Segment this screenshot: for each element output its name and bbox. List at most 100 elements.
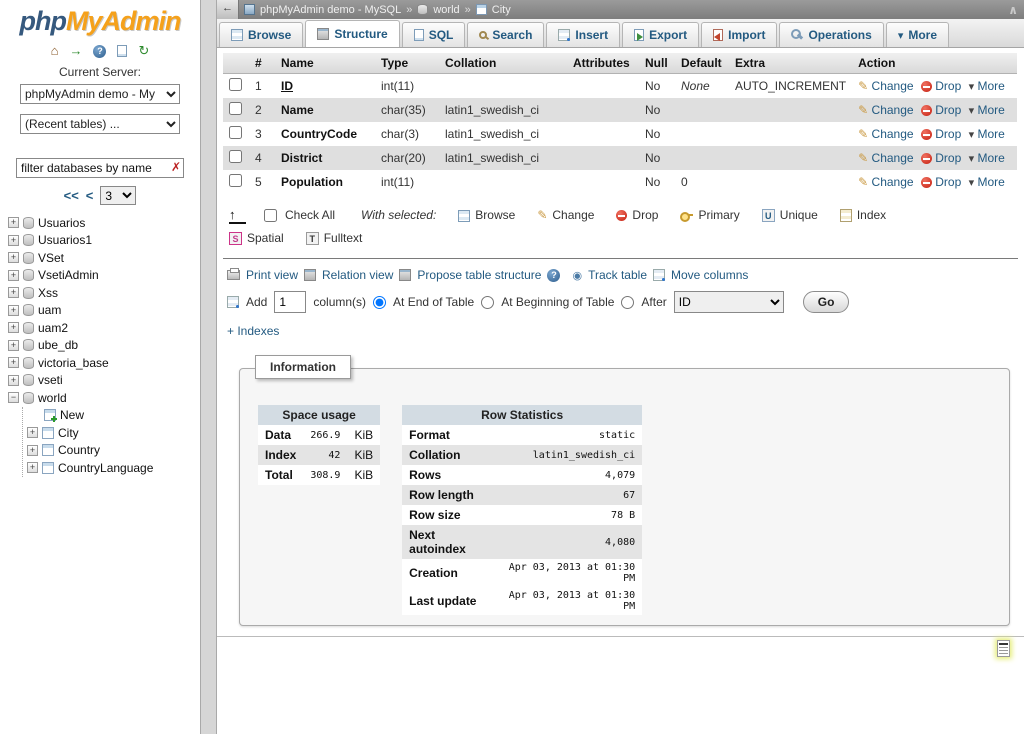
change-link[interactable]: Change [871, 79, 914, 93]
database-label[interactable]: VSet [38, 250, 65, 265]
tree-item-database[interactable]: + ube_db [8, 337, 200, 355]
server-select[interactable]: phpMyAdmin demo - My [20, 84, 180, 104]
database-label[interactable]: VsetiAdmin [38, 268, 99, 283]
row-checkbox[interactable] [229, 126, 242, 139]
go-button[interactable]: Go [802, 291, 850, 313]
help-icon[interactable]: ? [93, 44, 107, 58]
relation-view-link[interactable]: Relation view [322, 268, 394, 282]
filter-databases-input[interactable] [16, 158, 184, 178]
table-label[interactable]: CountryLanguage [58, 460, 154, 475]
with-selected-fulltext[interactable]: T Fulltext [305, 227, 362, 250]
page-number-select[interactable]: 3 [100, 186, 137, 205]
track-table-link[interactable]: Track table [588, 268, 647, 282]
tree-item-table-country[interactable]: + Country [27, 442, 200, 460]
page-back-link[interactable]: < [85, 188, 94, 203]
move-columns-link[interactable]: Move columns [671, 268, 749, 282]
tab-browse[interactable]: Browse [219, 22, 304, 47]
database-label[interactable]: ube_db [38, 338, 79, 353]
column-count-input[interactable] [274, 291, 307, 313]
breadcrumb-server[interactable]: phpMyAdmin demo - MySQL [260, 3, 402, 16]
tab-search[interactable]: Search [467, 22, 545, 47]
tree-item-database[interactable]: + Xss [8, 284, 200, 302]
table-label[interactable]: City [58, 425, 79, 440]
expand-icon[interactable]: + [8, 374, 19, 386]
with-selected-primary[interactable]: Primary [680, 204, 740, 227]
indexes-link[interactable]: + Indexes [227, 324, 280, 338]
table-label[interactable]: New [60, 408, 85, 423]
tree-item-database[interactable]: + VsetiAdmin [8, 267, 200, 285]
expand-icon[interactable]: + [27, 462, 38, 474]
tab-insert[interactable]: Insert [546, 22, 621, 47]
database-label[interactable]: vseti [38, 373, 63, 388]
tab-operations[interactable]: Operations [779, 22, 884, 47]
recent-tables-select[interactable]: (Recent tables) ... [20, 114, 180, 134]
tree-item-table-countrylanguage[interactable]: + CountryLanguage [27, 459, 200, 477]
propose-table-structure-link[interactable]: Propose table structure [417, 268, 542, 282]
home-icon[interactable]: ⌂ [50, 43, 59, 58]
panel-divider[interactable] [200, 0, 217, 734]
back-button[interactable]: ← [217, 0, 239, 19]
collapse-icon[interactable]: − [8, 392, 19, 404]
tree-item-new-table[interactable]: New [27, 407, 200, 425]
table-label[interactable]: Country [58, 443, 101, 458]
open-window-icon[interactable] [997, 640, 1010, 657]
row-checkbox[interactable] [229, 78, 242, 91]
expand-icon[interactable]: + [8, 217, 19, 229]
help-icon[interactable]: ? [547, 268, 561, 282]
database-label[interactable]: Usuarios [38, 215, 86, 230]
tab-export[interactable]: Export [622, 22, 700, 47]
more-link[interactable]: More [977, 79, 1005, 93]
check-all-checkbox[interactable] [264, 209, 277, 222]
at-beginning-radio[interactable] [481, 295, 495, 309]
more-link[interactable]: More [977, 103, 1005, 117]
change-link[interactable]: Change [871, 151, 914, 165]
row-checkbox[interactable] [229, 174, 242, 187]
at-beginning-label[interactable]: At Beginning of Table [501, 295, 615, 309]
change-link[interactable]: Change [871, 103, 914, 117]
drop-link[interactable]: Drop [935, 127, 962, 141]
check-all-label[interactable]: Check All [285, 208, 336, 222]
page-fast-back-link[interactable]: << [63, 188, 79, 203]
expand-icon[interactable]: + [8, 322, 19, 334]
tree-item-database[interactable]: + uam2 [8, 319, 200, 337]
more-link[interactable]: More [977, 151, 1005, 165]
expand-icon[interactable]: + [8, 339, 19, 351]
tree-item-database[interactable]: + Usuarios1 [8, 232, 200, 250]
breadcrumb-table[interactable]: City [491, 3, 511, 16]
tab-sql[interactable]: SQL [401, 22, 466, 47]
expand-icon[interactable]: + [27, 444, 38, 456]
with-selected-spatial[interactable]: S Spatial [229, 227, 284, 250]
drop-link[interactable]: Drop [935, 175, 962, 189]
logout-icon[interactable]: → [69, 43, 83, 58]
drop-link[interactable]: Drop [935, 79, 962, 93]
row-checkbox[interactable] [229, 102, 242, 115]
tree-item-database[interactable]: + vseti [8, 372, 200, 390]
expand-icon[interactable]: + [8, 269, 19, 281]
with-selected-index[interactable]: Index [839, 204, 886, 227]
collapse-toolbar-icon[interactable]: ∧ [1008, 2, 1018, 17]
expand-icon[interactable]: + [27, 427, 38, 439]
breadcrumb-database[interactable]: world [433, 3, 460, 16]
at-end-label[interactable]: At End of Table [393, 295, 475, 309]
with-selected-unique[interactable]: U Unique [761, 204, 818, 227]
tree-item-database[interactable]: + VSet [8, 249, 200, 267]
drop-link[interactable]: Drop [935, 103, 962, 117]
after-label[interactable]: After [641, 295, 667, 309]
database-label[interactable]: Usuarios1 [38, 233, 93, 248]
expand-icon[interactable]: + [8, 287, 19, 299]
tree-item-database-world[interactable]: − world [8, 389, 200, 407]
print-view-link[interactable]: Print view [246, 268, 299, 282]
after-radio[interactable] [621, 295, 635, 309]
tree-item-database[interactable]: + Usuarios [8, 214, 200, 232]
more-link[interactable]: More [977, 127, 1005, 141]
with-selected-drop[interactable]: Drop [616, 204, 658, 227]
tab-structure[interactable]: Structure [305, 20, 400, 47]
database-label[interactable]: uam2 [38, 320, 69, 335]
with-selected-browse[interactable]: Browse [458, 204, 515, 227]
drop-link[interactable]: Drop [935, 151, 962, 165]
tree-item-table-city[interactable]: + City [27, 424, 200, 442]
tab-import[interactable]: Import [701, 22, 778, 47]
row-checkbox[interactable] [229, 150, 242, 163]
at-end-radio[interactable] [373, 295, 387, 309]
with-selected-change[interactable]: ✎ Change [537, 204, 594, 227]
